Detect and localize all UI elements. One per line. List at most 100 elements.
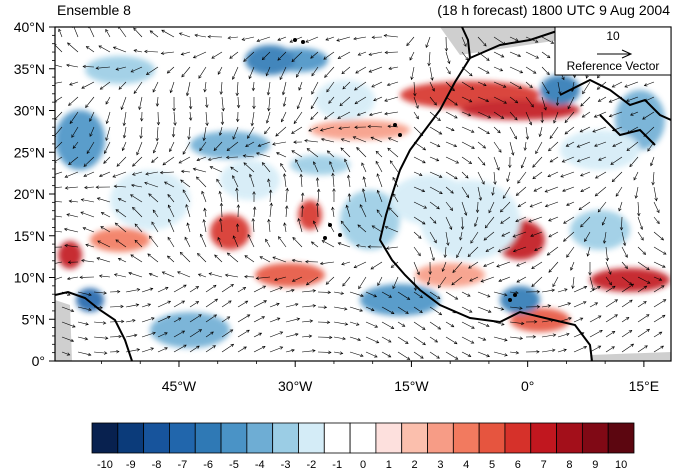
wind-vector-head xyxy=(371,35,375,39)
wind-vector-head xyxy=(99,86,104,90)
wind-vector xyxy=(580,216,591,228)
wind-vector-head xyxy=(454,102,458,106)
wind-vector-head xyxy=(512,249,517,253)
wind-vector-head xyxy=(232,175,236,179)
wind-vector-head xyxy=(355,70,359,74)
wind-vector-head xyxy=(485,248,490,252)
wind-vector-head xyxy=(232,235,236,239)
wind-vector xyxy=(552,276,559,287)
wind-vector-head xyxy=(535,150,539,155)
wind-vector xyxy=(333,321,348,325)
wind-vector-head xyxy=(283,222,287,226)
wind-vector-head xyxy=(135,303,140,307)
wind-vector-head xyxy=(147,253,151,257)
wind-vector xyxy=(595,186,607,197)
wind-vector xyxy=(642,111,655,120)
wind-vector-head xyxy=(582,90,586,95)
wind-vector-head xyxy=(360,353,364,358)
colorbar-label: 10 xyxy=(615,459,627,471)
wind-vector-head xyxy=(388,66,392,71)
wind-vector xyxy=(525,66,537,74)
wind-vector-head xyxy=(247,234,251,238)
wind-vector xyxy=(483,261,495,267)
wind-vector xyxy=(298,218,303,233)
wind-vector-head xyxy=(182,189,186,193)
wind-vector-head xyxy=(525,136,530,140)
wind-vector xyxy=(236,188,239,203)
colorbar-box xyxy=(272,422,299,454)
wind-vector xyxy=(429,336,438,343)
wind-vector xyxy=(230,166,239,173)
wind-vector-head xyxy=(326,88,330,93)
wind-vector xyxy=(515,216,527,222)
wind-vector-head xyxy=(644,345,648,349)
wind-vector xyxy=(77,351,91,356)
wind-vector-head xyxy=(552,333,557,337)
colorbar-label: 7 xyxy=(541,459,547,471)
island-dot xyxy=(301,40,305,44)
wind-vector-head xyxy=(654,197,658,202)
wind-vector xyxy=(149,235,159,248)
wind-vector-head xyxy=(481,162,486,166)
wind-vector-head xyxy=(252,191,256,195)
wind-vector-head xyxy=(281,91,286,96)
wind-vector xyxy=(324,66,335,78)
wind-vector xyxy=(134,239,143,248)
wind-vector xyxy=(81,199,95,203)
wind-vector-head xyxy=(151,317,155,321)
wind-vector xyxy=(122,141,127,151)
wind-vector-head xyxy=(567,302,572,306)
wind-vector-head xyxy=(436,355,440,359)
wind-vector-head xyxy=(534,39,539,43)
wind-vector-head xyxy=(368,52,373,56)
wind-vector-head xyxy=(482,145,487,149)
wind-vector xyxy=(253,316,265,323)
wind-vector-head xyxy=(194,33,198,38)
wind-vector-head xyxy=(487,115,492,119)
wind-vector xyxy=(219,191,223,203)
wind-vector-head xyxy=(484,224,489,229)
wind-vector-head xyxy=(337,242,342,246)
wind-vector-head xyxy=(611,346,615,350)
wind-vector-head xyxy=(405,340,409,344)
wind-vector xyxy=(203,126,207,141)
wind-vector xyxy=(381,291,392,298)
wind-vector-head xyxy=(138,106,142,111)
wind-vector-head xyxy=(515,192,520,196)
wind-vector xyxy=(329,161,335,173)
wind-vector-head xyxy=(455,160,460,164)
wind-vector-head xyxy=(289,39,294,43)
wind-vector-head xyxy=(451,127,455,132)
wind-vector xyxy=(229,51,239,59)
wind-vector xyxy=(253,206,256,218)
wind-vector-head xyxy=(178,160,183,164)
wind-vector-head xyxy=(513,135,517,140)
wind-vector-head xyxy=(592,129,596,133)
wind-vector-head xyxy=(198,329,203,333)
wind-vector xyxy=(584,231,591,242)
wind-vector xyxy=(266,111,271,124)
wind-vector-head xyxy=(594,143,598,147)
wind-vector-head xyxy=(293,140,297,144)
wind-vector-head xyxy=(130,194,134,198)
wind-vector xyxy=(493,36,506,45)
wind-vector-head xyxy=(437,326,442,330)
island-dot xyxy=(508,298,512,302)
lat-tick-label: 25°N xyxy=(14,144,45,160)
wind-vector xyxy=(547,171,559,177)
wind-vector-head xyxy=(196,157,200,162)
wind-vector-head xyxy=(413,93,417,97)
wind-vector xyxy=(477,96,489,102)
wind-vector-head xyxy=(548,218,552,222)
wind-vector-head xyxy=(97,240,101,244)
wind-vector xyxy=(93,351,107,354)
wind-vector xyxy=(573,317,583,323)
wind-vector-head xyxy=(436,295,441,300)
wind-vector xyxy=(397,306,409,314)
wind-vector xyxy=(413,201,427,209)
wind-vector-head xyxy=(331,172,335,177)
wind-vector xyxy=(64,171,79,178)
wind-vector xyxy=(506,171,511,182)
wind-vector xyxy=(140,126,143,139)
wind-vector-head xyxy=(498,149,502,153)
